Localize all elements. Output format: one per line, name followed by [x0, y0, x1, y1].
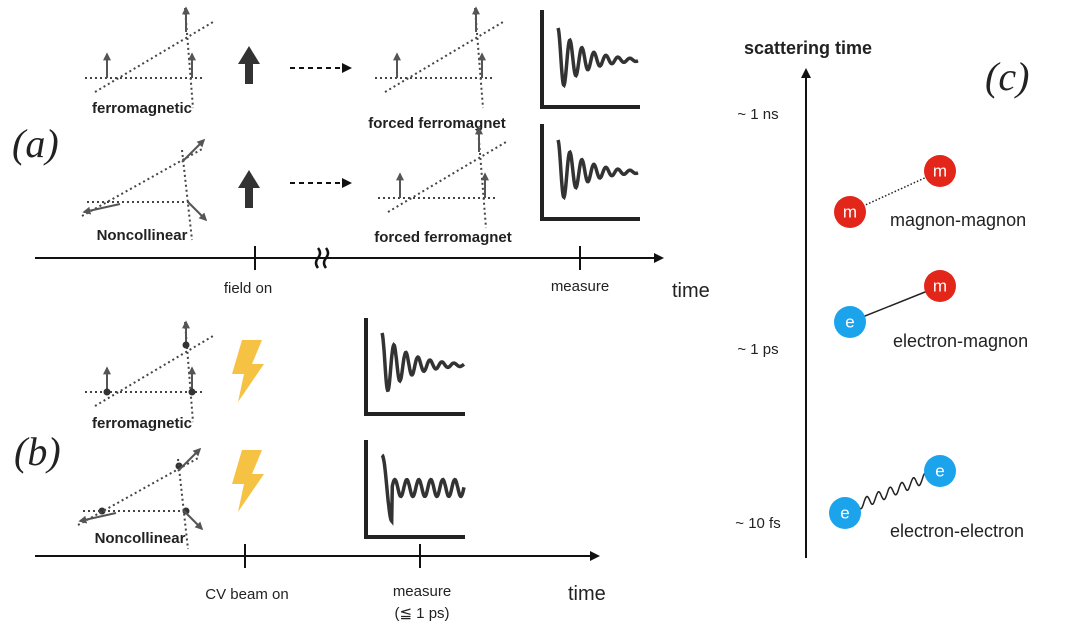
signal-trace: [382, 455, 464, 521]
axis-label: time: [568, 583, 606, 605]
figure: (a) ferromagnetic forced ferromagnet Non…: [0, 0, 1077, 625]
ferro-diagram: [85, 322, 213, 422]
event-label: measure: [393, 583, 451, 600]
noncollinear-diagram: [82, 140, 206, 240]
field-arrow: [238, 170, 260, 208]
particle-label: m: [933, 162, 947, 181]
site: [189, 389, 196, 396]
axis-title: scattering time: [744, 38, 872, 58]
row-label: Noncollinear: [97, 227, 188, 244]
panel-label: (c): [985, 54, 1029, 99]
forced-diagram: [378, 128, 506, 228]
beam-bolt: [232, 340, 264, 402]
beam-bolt: [232, 450, 264, 512]
particle-label: m: [843, 203, 857, 222]
field-arrow: [238, 46, 260, 84]
signal-trace: [558, 28, 638, 85]
site: [183, 342, 190, 349]
particle-label: e: [935, 462, 944, 481]
forced-diagram: [375, 8, 503, 108]
particle-label: e: [845, 313, 854, 332]
ferro-diagram: [85, 8, 213, 108]
process-label: electron-electron: [890, 521, 1024, 541]
page: (a) ferromagnetic forced ferromagnet Non…: [0, 0, 1077, 625]
event-label: measure: [551, 278, 609, 295]
process-label: magnon-magnon: [890, 210, 1026, 230]
axis-tick-label: ~ 1 ns: [737, 106, 778, 123]
panel-label: (b): [14, 429, 61, 474]
event-note: (≦ 1 ps): [394, 605, 449, 622]
row-label: ferromagnetic: [92, 415, 192, 432]
particle-label: e: [840, 504, 849, 523]
row-result: forced ferromagnet: [368, 115, 506, 132]
panel-label: (a): [12, 121, 59, 166]
row-result: forced ferromagnet: [374, 229, 512, 246]
event-label: field on: [224, 280, 272, 297]
site: [104, 389, 111, 396]
axis-label: time: [672, 280, 710, 302]
particle-label: m: [933, 277, 947, 296]
event-label: CV beam on: [205, 586, 288, 603]
axis-tick-label: ~ 1 ps: [737, 341, 778, 358]
row-label: Noncollinear: [95, 530, 186, 547]
process-label: electron-magnon: [893, 331, 1028, 351]
axis-tick-label: ~ 10 fs: [735, 515, 780, 532]
interaction-line: [858, 473, 928, 509]
row-label: ferromagnetic: [92, 100, 192, 117]
signal-trace: [382, 333, 464, 390]
signal-trace: [558, 140, 638, 197]
